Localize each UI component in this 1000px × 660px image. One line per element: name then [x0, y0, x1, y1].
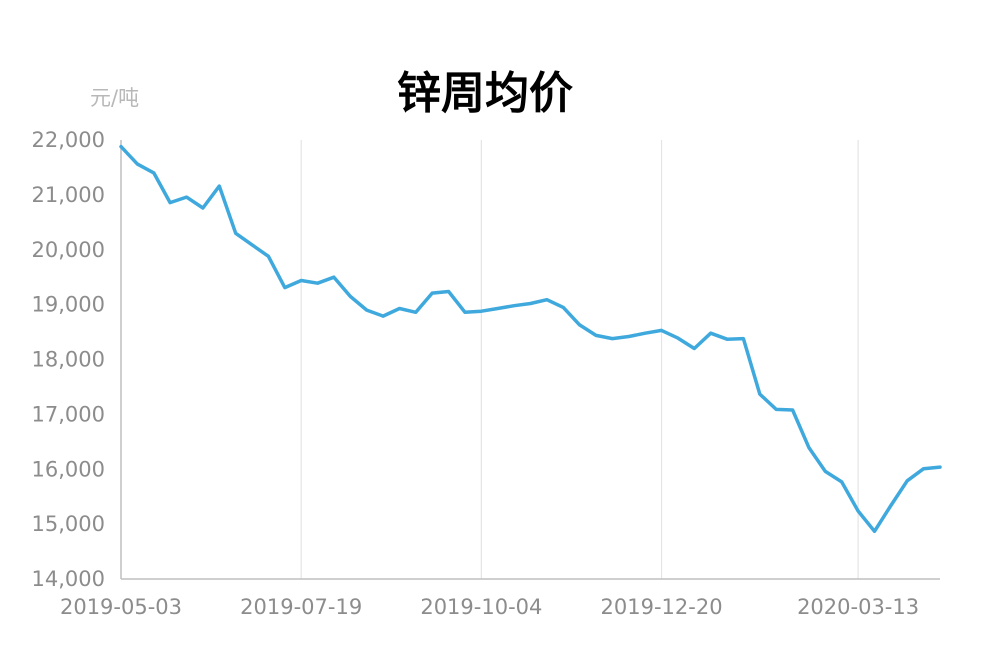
x-tick-label: 2019-12-20 [601, 595, 723, 619]
x-tick-label: 2020-03-13 [797, 595, 919, 619]
series-layer [119, 144, 942, 534]
y-tick-label: 15,000 [32, 512, 105, 536]
y-tick-label: 18,000 [32, 348, 105, 372]
price-series-line [119, 144, 942, 534]
chart-title: 锌周均价 [397, 68, 573, 119]
x-axis-tick-labels: 2019-05-03 2019-07-19 2019-10-04 2019-12-20… [60, 595, 919, 619]
y-tick-label: 14,000 [32, 567, 105, 591]
x-tick-label: 2019-05-03 [60, 595, 182, 619]
y-axis-unit-label: 元/吨 [90, 86, 139, 110]
y-tick-label: 22,000 [32, 128, 105, 152]
axes [120, 140, 940, 580]
y-tick-label: 17,000 [32, 402, 105, 426]
x-tick-label: 2019-10-04 [420, 595, 542, 619]
x-tick-label: 2019-07-19 [240, 595, 362, 619]
y-tick-label: 20,000 [32, 238, 105, 262]
y-tick-label: 21,000 [32, 183, 105, 207]
vertical-gridlines [300, 140, 859, 579]
y-tick-label: 19,000 [32, 293, 105, 317]
y-axis-tick-labels: 14,000 15,000 16,000 17,000 18,000 19,000 20,0… [32, 128, 105, 591]
y-tick-label: 16,000 [32, 457, 105, 481]
